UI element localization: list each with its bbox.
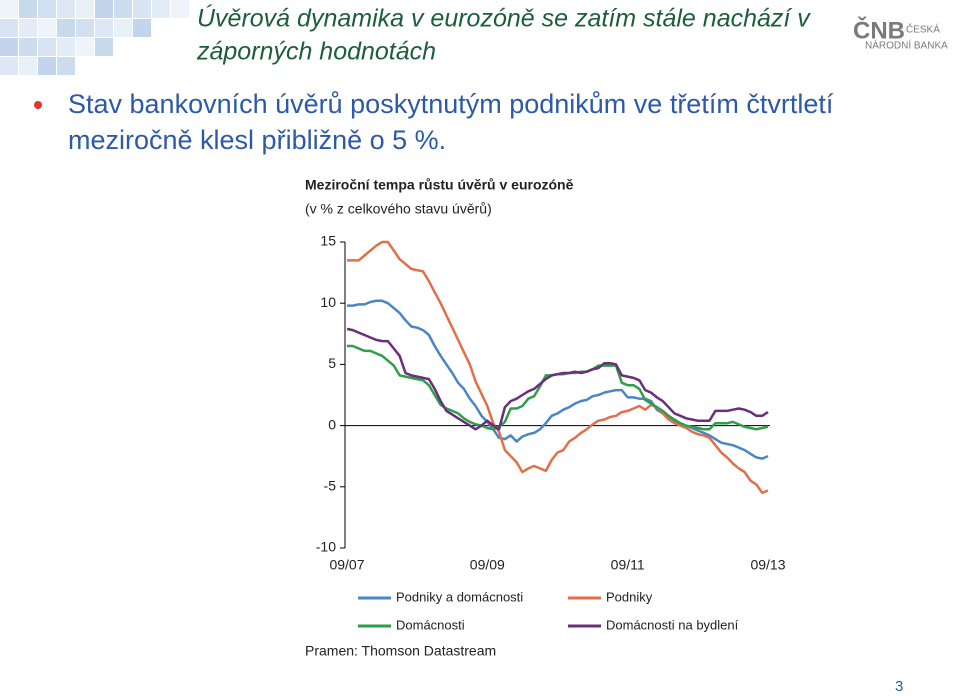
slide-title: záporných hodnotách	[196, 38, 436, 66]
bullet-text: meziročně klesl přibližně o 5 %.	[68, 125, 446, 155]
bullet-dot	[34, 101, 42, 109]
mosaic-tile	[38, 38, 56, 56]
decoration	[0, 0, 189, 75]
mosaic-tile	[0, 19, 18, 37]
mosaic-tile	[0, 57, 18, 75]
y-tick-label: 15	[320, 233, 336, 249]
mosaic-tile	[0, 0, 18, 18]
mosaic-tile	[38, 57, 56, 75]
logo-mark: ČNB	[853, 16, 905, 44]
legend-label: Domácnosti na bydlení	[606, 617, 739, 632]
chart-title: Meziroční tempa růstu úvěrů v eurozóně	[305, 177, 574, 193]
mosaic-tile	[57, 0, 75, 18]
logo-text: NÁRODNÍ BANKA	[865, 39, 948, 52]
y-tick-label: -5	[324, 478, 337, 494]
slide-title: Úvěrová dynamika v eurozóně se zatím stá…	[197, 4, 811, 33]
y-tick-label: -10	[316, 539, 336, 555]
mosaic-tile	[95, 19, 113, 37]
legend-label: Podniky a domácnosti	[396, 589, 523, 604]
mosaic-tile	[133, 0, 151, 18]
bullet-text: Stav bankovních úvěrů poskytnutým podnik…	[68, 89, 834, 119]
series-line	[347, 240, 769, 495]
y-tick-label: 5	[328, 355, 336, 371]
mosaic-tile	[19, 0, 37, 18]
y-tick-label: 0	[328, 416, 336, 432]
source: Pramen: Thomson Datastream	[305, 643, 496, 659]
legend-label: Podniky	[606, 589, 653, 604]
mosaic-tile	[38, 0, 56, 18]
series-line	[347, 299, 769, 460]
x-tick-label: 09/07	[329, 557, 364, 573]
logo-text: ČESKÁ	[906, 23, 940, 36]
mosaic-tile	[171, 0, 189, 18]
x-tick-label: 09/13	[750, 557, 785, 573]
mosaic-tile	[114, 0, 132, 18]
mosaic-tile	[76, 19, 94, 37]
mosaic-tile	[95, 0, 113, 18]
x-tick-label: 09/09	[470, 557, 505, 573]
y-tick-label: 10	[320, 294, 336, 310]
legend-label: Domácnosti	[396, 617, 465, 632]
mosaic-tile	[152, 0, 170, 18]
mosaic-tile	[0, 38, 18, 56]
mosaic-tile	[76, 38, 94, 56]
mosaic-tile	[57, 57, 75, 75]
mosaic-tile	[19, 38, 37, 56]
mosaic-tile	[57, 19, 75, 37]
mosaic-tile	[19, 19, 37, 37]
x-tick-label: 09/11	[611, 557, 645, 573]
plot: 15 10 5 0 -5 -10 09/07 09/09 09/11 09/13 Podniky a…	[316, 233, 786, 633]
mosaic-tile	[38, 19, 56, 37]
mosaic-tile	[57, 38, 75, 56]
page-number: 3	[895, 678, 903, 695]
mosaic-tile	[95, 38, 113, 56]
mosaic-tile	[76, 0, 94, 18]
mosaic-tile	[133, 19, 151, 37]
mosaic-tile	[114, 19, 132, 37]
series-line	[347, 344, 769, 431]
mosaic-tile	[19, 57, 37, 75]
series-line	[346, 327, 769, 431]
chart-subtitle: (v % z celkového stavu úvěrů)	[305, 201, 492, 217]
